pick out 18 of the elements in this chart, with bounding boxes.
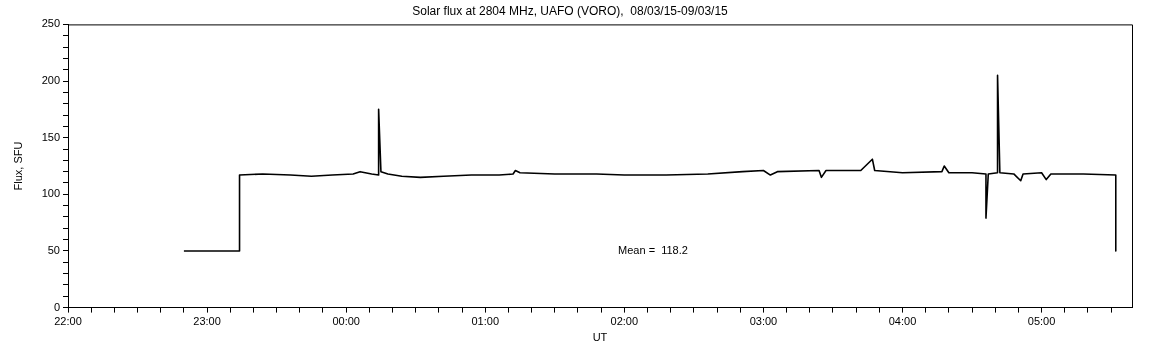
y-tick-label: 100 <box>41 187 60 200</box>
y-axis-title: Flux, SFU <box>11 141 24 191</box>
chart-title: Solar flux at 2804 MHz, UAFO (VORO), 08/03/15-09/03/15 <box>412 3 729 18</box>
x-tick-label: 01:00 <box>471 315 500 328</box>
x-tick-label: 04:00 <box>888 315 917 328</box>
x-tick-label: 23:00 <box>193 315 221 328</box>
x-tick-label: 05:00 <box>1027 315 1056 328</box>
y-tick-label: 250 <box>41 17 60 30</box>
x-axis-title: UT <box>592 331 608 344</box>
x-tick-label: 00:00 <box>332 315 360 328</box>
x-tick-label: 22:00 <box>54 315 82 328</box>
y-tick-label: 200 <box>41 74 60 87</box>
y-tick-label: 0 <box>53 300 60 313</box>
annotation: Mean = 118.2 <box>618 243 688 256</box>
x-tick-label: 02:00 <box>610 315 639 328</box>
x-tick-label: 03:00 <box>749 315 778 328</box>
y-tick-label: 50 <box>47 243 60 256</box>
y-tick-label: 150 <box>41 130 60 143</box>
